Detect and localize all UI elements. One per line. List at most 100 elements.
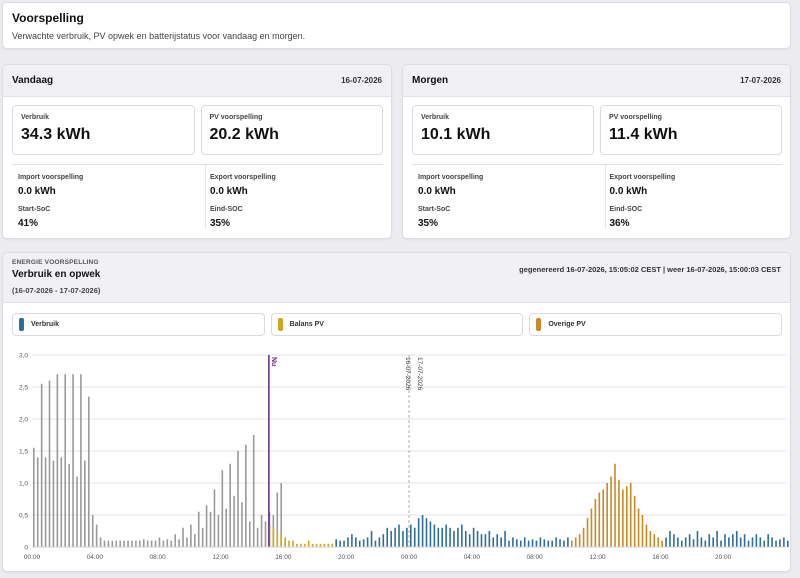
legend-label: Verbruik	[31, 321, 60, 328]
today-end-soc-value: 35%	[210, 218, 231, 229]
tomorrow-end-soc-value: 36%	[609, 218, 630, 229]
x-tick-label: 16:00	[652, 554, 669, 561]
chart-bar	[347, 537, 349, 547]
chart-bar	[708, 534, 711, 547]
chart-bar	[555, 537, 557, 547]
generated-timestamp: gegenereerd 16-07-2026, 15:05:02 CEST | …	[519, 265, 781, 274]
chart-bar	[351, 534, 353, 547]
chart-bar	[142, 539, 145, 547]
chart-bar	[551, 540, 553, 547]
chart-bar	[496, 534, 498, 547]
y-tick-label: 1,5	[19, 449, 28, 456]
chart-bar	[52, 460, 55, 547]
chart-bar	[366, 537, 369, 547]
chart-bar	[661, 540, 663, 547]
chart-bar	[582, 527, 585, 547]
today-card-header: Vandaag 16-07-2026	[3, 65, 391, 97]
chart-bar	[213, 489, 216, 547]
y-tick-label: 0,5	[19, 513, 28, 520]
chart-bar	[441, 527, 444, 547]
chart-bar	[319, 543, 322, 547]
chart-bar	[209, 511, 212, 547]
y-tick-label: 3,0	[19, 353, 28, 360]
legend-swatch	[536, 318, 542, 331]
y-tick-label: 1,0	[19, 481, 28, 488]
chart-bar	[217, 515, 220, 547]
x-tick-label: 00:00	[24, 554, 41, 561]
chart-bar	[40, 383, 43, 547]
chart-bar	[99, 537, 102, 547]
chart-bar	[311, 543, 314, 547]
chart-bar	[445, 524, 447, 547]
now-label: Nu	[270, 357, 277, 366]
chart-bar	[276, 531, 279, 547]
tomorrow-import: Import voorspelling 0.0 kWh	[418, 165, 595, 197]
chart-bar	[390, 531, 392, 547]
x-tick-label: 12:00	[589, 554, 606, 561]
chart-bar	[197, 511, 200, 547]
tomorrow-import-value: 0.0 kWh	[418, 186, 456, 197]
tomorrow-pv-value: 11.4 kWh	[609, 126, 678, 143]
chart-bar	[135, 540, 137, 547]
chart-bar	[84, 460, 86, 547]
chart-bar	[60, 457, 63, 547]
chart-bar	[504, 531, 506, 547]
chart-bar	[343, 540, 345, 547]
chart-bar	[64, 374, 67, 547]
tomorrow-card: Morgen 17-07-2026 Verbruik 10.1 kWh PV v…	[402, 64, 791, 239]
chart-bar	[787, 540, 789, 547]
chart-bar	[190, 524, 192, 547]
chart-bar	[36, 457, 39, 547]
chart-bar	[300, 543, 302, 547]
today-export-value: 0.0 kWh	[210, 186, 248, 197]
today-start-soc-label: Start-SoC	[18, 206, 51, 213]
chart-bar	[669, 531, 671, 547]
today-export-label: Export voorspelling	[210, 174, 276, 181]
chart-date-range: (16-07-2026 - 17-07-2026)	[12, 286, 101, 295]
y-tick-label: 0	[24, 545, 28, 552]
today-pv-tile: PV voorspelling 20.2 kWh	[200, 105, 383, 155]
chart-bar	[449, 527, 451, 547]
chart-bar	[201, 527, 204, 547]
chart-bar	[492, 537, 495, 547]
chart-bar	[704, 540, 707, 547]
y-tick-label: 2,0	[19, 417, 28, 424]
tomorrow-import-label: Import voorspelling	[418, 174, 484, 181]
today-verbruik-tile: Verbruik 34.3 kWh	[12, 105, 195, 155]
chart-bar	[649, 531, 652, 547]
tomorrow-verbruik-label: Verbruik	[421, 114, 450, 121]
chart-bar	[421, 515, 424, 547]
chart-bar	[657, 537, 660, 547]
page-title: Voorspelling	[12, 11, 84, 25]
chart-bar	[653, 534, 656, 547]
chart-bar	[610, 476, 612, 547]
tomorrow-title: Morgen	[412, 75, 449, 86]
chart-bar	[763, 540, 766, 547]
chart-bar	[476, 531, 479, 547]
legend-swatch	[277, 318, 283, 331]
chart-card: ENERGIE VOORSPELLING Verbruik en opwek (…	[2, 252, 791, 572]
chart-bar	[33, 447, 35, 547]
chart-bar	[194, 534, 196, 547]
tomorrow-start-soc-value: 35%	[418, 218, 439, 229]
chart-bar	[229, 463, 231, 547]
today-import-label: Import voorspelling	[18, 174, 84, 181]
tomorrow-start-soc: Start-SoC 35%	[418, 197, 595, 229]
chart-bar	[677, 537, 679, 547]
legend-overige-pv[interactable]: Overige PV	[529, 313, 783, 336]
chart-bar	[606, 483, 608, 547]
chart-bar	[457, 527, 459, 547]
chart-bar	[716, 531, 718, 547]
legend-balans-pv[interactable]: Balans PV	[270, 313, 524, 336]
legend-verbruik[interactable]: Verbruik	[12, 313, 265, 336]
chart-bar	[131, 540, 133, 547]
chart-bar	[578, 534, 581, 547]
chart-bar	[44, 457, 47, 547]
chart-bar	[516, 539, 518, 547]
chart-bar	[743, 534, 746, 547]
chart-bar	[437, 527, 440, 547]
chart-bar	[103, 540, 106, 547]
tomorrow-export-value: 0.0 kWh	[609, 186, 648, 197]
x-tick-label: 12:00	[212, 554, 229, 561]
y-tick-label: 2,5	[19, 385, 28, 392]
